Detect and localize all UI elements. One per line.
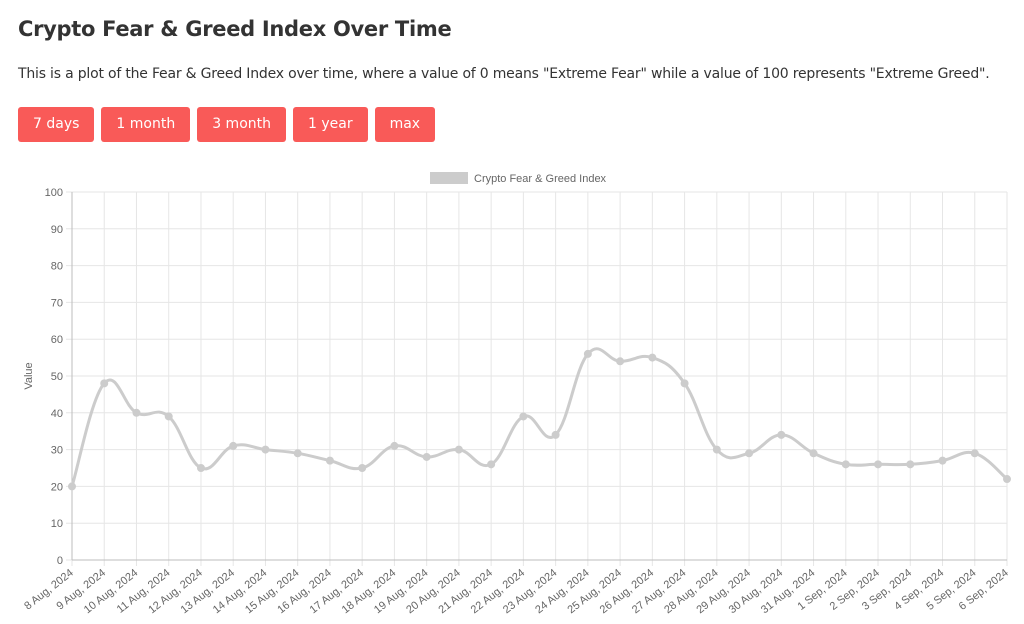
y-tick-label: 40 [51, 408, 63, 420]
data-point [841, 460, 850, 469]
page-title: Crypto Fear & Greed Index Over Time [18, 17, 452, 41]
y-axis-ticks: 0 10 20 30 40 50 60 70 80 90 100 [45, 187, 63, 567]
y-tick-label: 30 [51, 445, 63, 457]
data-point [1003, 475, 1011, 484]
data-point [616, 357, 625, 366]
y-tick-label: 80 [51, 261, 63, 273]
range-3-month-button[interactable]: 3 month [197, 107, 286, 142]
range-max-button[interactable]: max [374, 107, 436, 142]
data-point [906, 460, 915, 469]
chart-grid [66, 191, 1008, 566]
data-point [519, 412, 528, 421]
y-tick-label: 20 [51, 481, 63, 493]
data-point [68, 482, 76, 491]
y-tick-label: 90 [51, 224, 63, 236]
data-point [487, 460, 496, 469]
chart-legend[interactable]: Crypto Fear & Greed Index [430, 172, 607, 185]
y-tick-label: 50 [51, 371, 63, 383]
y-axis-label: Value [23, 362, 35, 389]
y-tick-label: 100 [45, 187, 63, 199]
data-point [358, 464, 367, 472]
data-point [680, 379, 689, 388]
legend-swatch [430, 172, 468, 184]
data-point [293, 449, 302, 458]
data-point [938, 456, 947, 465]
data-point [196, 464, 205, 472]
range-1-month-button[interactable]: 1 month [101, 107, 191, 142]
data-point [164, 412, 173, 421]
data-point [422, 452, 431, 461]
data-point [809, 449, 818, 458]
data-point [970, 449, 979, 458]
y-tick-label: 0 [57, 555, 63, 567]
data-point [745, 449, 754, 458]
data-point [325, 456, 334, 465]
data-point [712, 445, 721, 454]
data-point [648, 353, 657, 362]
data-point [229, 441, 238, 450]
range-button-group: 7 days 1 month 3 month 1 year max [18, 107, 442, 142]
chart-axes [71, 192, 1007, 561]
data-point [132, 408, 141, 417]
data-point [583, 349, 592, 358]
legend-label: Crypto Fear & Greed Index [474, 173, 607, 185]
data-point [100, 379, 109, 388]
data-point [777, 430, 786, 439]
y-tick-label: 60 [51, 334, 63, 346]
data-points [68, 349, 1011, 491]
y-tick-label: 10 [51, 518, 63, 530]
data-point [261, 445, 270, 454]
range-7-days-button[interactable]: 7 days [18, 107, 95, 142]
data-point [874, 460, 883, 469]
range-1-year-button[interactable]: 1 year [293, 107, 368, 142]
data-point [454, 445, 463, 454]
page-description: This is a plot of the Fear & Greed Index… [18, 66, 990, 82]
series-line [70, 347, 1008, 487]
y-tick-label: 70 [51, 297, 63, 309]
data-point [390, 441, 399, 450]
data-point [551, 430, 560, 439]
